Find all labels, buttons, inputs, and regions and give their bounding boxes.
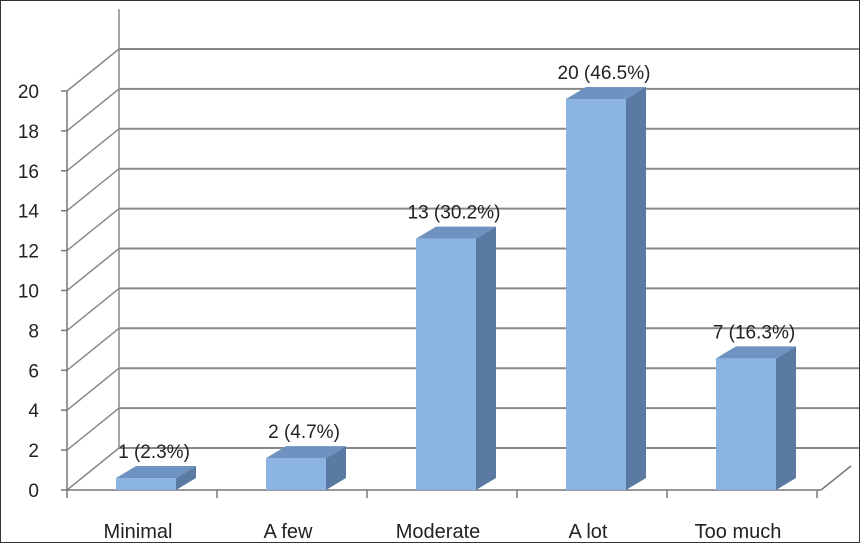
bar-front — [116, 478, 176, 490]
bars — [116, 87, 796, 490]
bar-side — [776, 346, 796, 490]
bar-top — [266, 446, 346, 459]
gridline-diagonal — [66, 48, 120, 92]
gridline-diagonal — [66, 327, 120, 371]
bar-front — [266, 458, 326, 490]
data-label: 2 (4.7%) — [268, 422, 340, 443]
data-label: 7 (16.3%) — [713, 322, 795, 343]
bar-front — [566, 99, 626, 490]
x-tick-label: A few — [264, 521, 313, 542]
gridline-diagonal — [66, 407, 120, 451]
gridline-diagonal — [66, 208, 120, 252]
data-label: 13 (30.2%) — [408, 203, 501, 224]
x-tick-label: Moderate — [396, 521, 481, 542]
y-tick-label: 14 — [18, 202, 40, 223]
bar — [416, 226, 496, 490]
y-tick-label: 4 — [28, 401, 39, 422]
bar-side — [476, 226, 496, 490]
y-tick-label: 20 — [18, 82, 39, 103]
x-tick-label: Too much — [695, 521, 782, 542]
bar-front — [416, 238, 476, 490]
bar-top — [566, 87, 646, 99]
y-tick-label: 2 — [28, 441, 39, 462]
bar-side — [176, 466, 196, 490]
y-tick-label: 8 — [28, 321, 39, 342]
x-tick-label: Minimal — [104, 521, 173, 542]
x-tick-label: A lot — [569, 521, 608, 542]
y-tick-label: 18 — [18, 122, 39, 143]
bar-top — [716, 346, 796, 359]
gridline-diagonal — [66, 88, 120, 132]
gridline-diagonal — [66, 247, 120, 292]
data-label: 20 (46.5%) — [558, 63, 651, 84]
gridline-diagonal — [66, 168, 120, 212]
y-tick-label: 6 — [28, 361, 39, 382]
gridline-diagonal — [66, 367, 120, 411]
gridline-diagonal — [66, 287, 120, 331]
gridline-diagonal — [66, 447, 120, 491]
bar-front — [716, 358, 776, 490]
floor-right-edge — [820, 465, 852, 491]
bar — [566, 87, 646, 490]
bar-top — [416, 226, 496, 239]
data-label: 1 (2.3%) — [118, 442, 190, 463]
y-tick-label: 12 — [18, 242, 39, 263]
labels: 0 2 4 6 8 10 12 14 16 18 20 1 (2.3%) Minimal 2 (4.7%)… — [18, 63, 795, 543]
bar-top — [116, 466, 196, 479]
bar — [716, 346, 796, 490]
y-tick-label: 16 — [18, 162, 39, 183]
bar — [266, 446, 346, 490]
gridline-diagonal — [66, 128, 120, 172]
bar-side — [626, 87, 646, 490]
y-tick-label: 0 — [28, 481, 39, 502]
y-tick-label: 10 — [18, 282, 39, 303]
bar-side — [326, 446, 346, 490]
bar — [116, 466, 196, 490]
